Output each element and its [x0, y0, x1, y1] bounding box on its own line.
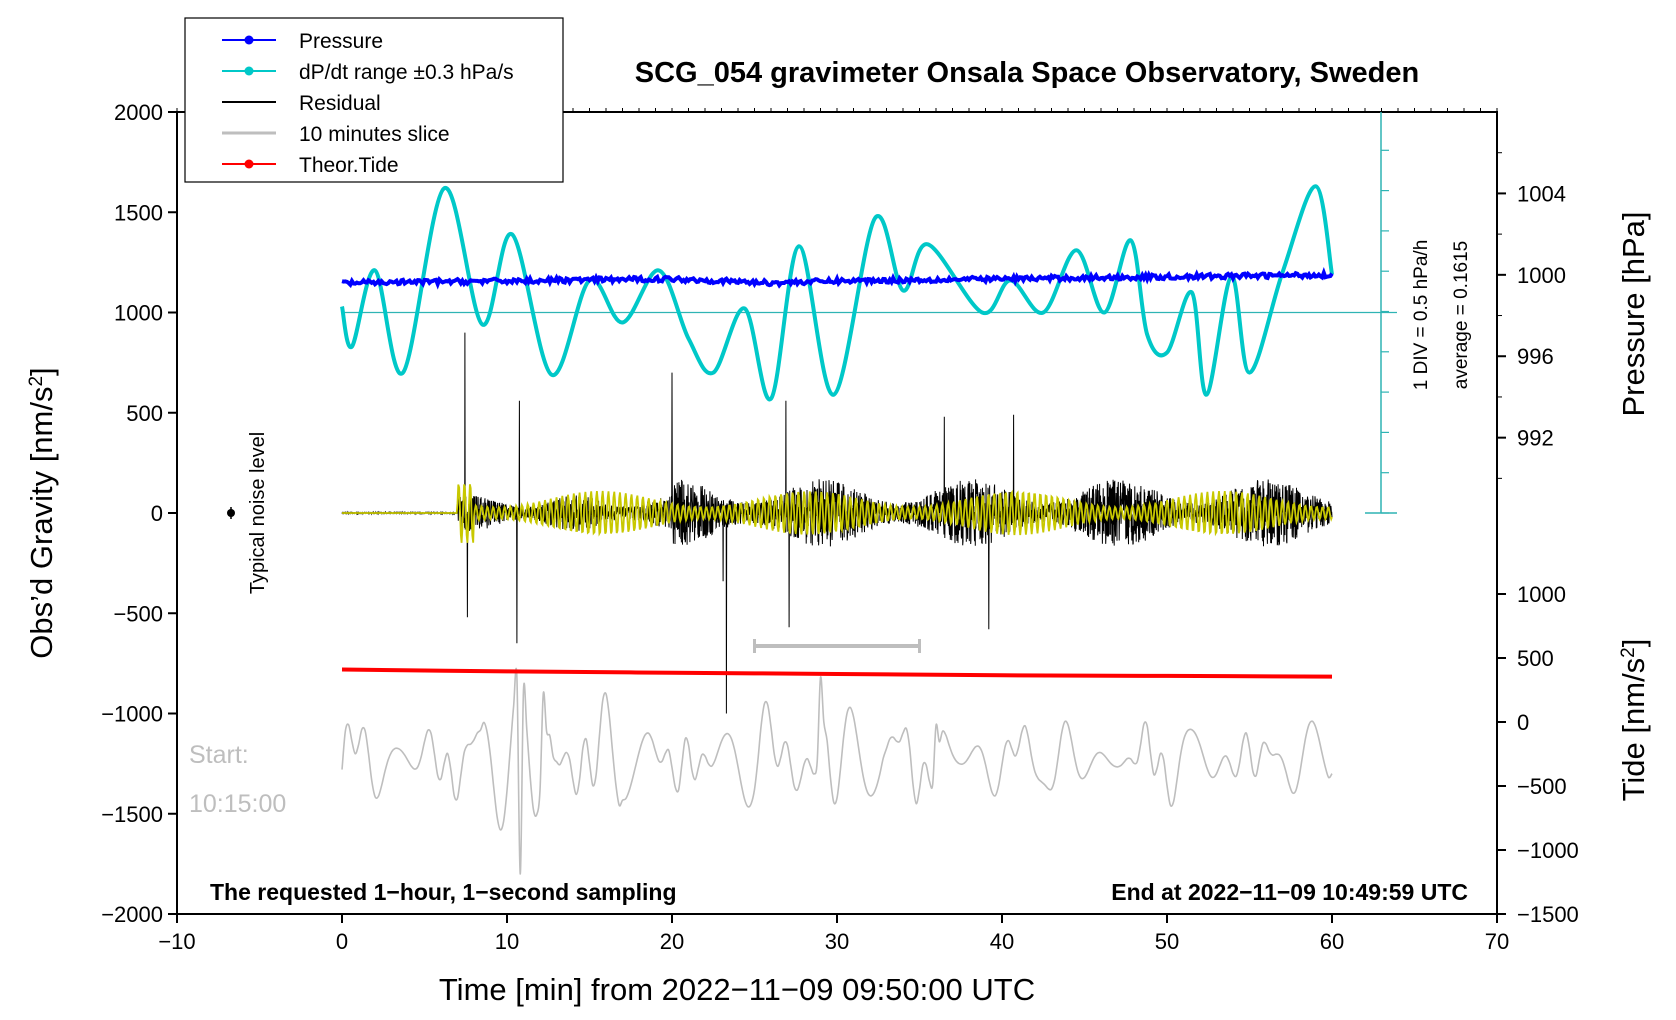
y-axis-left: 2000 1500 1000 500 0 −500 −1000 −1500 −2000	[101, 100, 177, 927]
noise-label: Typical noise level	[247, 432, 269, 594]
legend-label: Theor.Tide	[299, 154, 399, 177]
pressure-tick-label: 1004	[1517, 181, 1566, 206]
legend-label: Pressure	[299, 30, 383, 53]
y-tick-label: 0	[151, 501, 163, 526]
x-axis-label: Time [min] from 2022−11−09 09:50:00 UTC	[439, 972, 1035, 1007]
y-tick-label: 1000	[114, 301, 163, 326]
tide-tick-label: −1500	[1517, 902, 1579, 927]
chart-title: SCG_054 gravimeter Onsala Space Observat…	[635, 57, 1419, 89]
tide-tick-label: 1000	[1517, 582, 1566, 607]
series-tide	[341, 667, 1333, 679]
y-axis-label-tide-text: Tide [nm/s	[1616, 658, 1651, 802]
start-label: Start:	[189, 741, 249, 769]
tide-tick-label: −500	[1517, 774, 1567, 799]
legend-marker	[244, 35, 254, 45]
tide-tick-label: 500	[1517, 646, 1554, 671]
x-tick-label: 50	[1155, 929, 1179, 954]
x-tick-label: 20	[660, 929, 684, 954]
pressure-tick-label: 1000	[1517, 263, 1566, 288]
y-tick-label: −1000	[101, 702, 163, 727]
noise-marker	[227, 509, 235, 517]
legend-label: dP/dt range ±0.3 hPa/s	[299, 61, 514, 84]
y-tick-label: 500	[126, 401, 163, 426]
x-tick-label: 30	[825, 929, 849, 954]
y-axis-label-gravity: Obs’d Gravity [nm/s2]	[24, 367, 59, 658]
y-tick-label: −1500	[101, 802, 163, 827]
pressure-tick-label: 992	[1517, 426, 1554, 451]
tide-tick-label: −1000	[1517, 838, 1579, 863]
x-tick-label: 70	[1485, 929, 1509, 954]
series-slice	[341, 667, 1333, 875]
tide-tick-label: 0	[1517, 710, 1529, 735]
y-tick-label: 2000	[114, 100, 163, 125]
y-axis-label-tide-sup: 2	[1618, 647, 1639, 658]
x-axis: −10 0 10 20 30 40 50 60 70	[158, 108, 1509, 954]
x-tick-label: 10	[495, 929, 519, 954]
x-tick-label: 0	[336, 929, 348, 954]
y-axis-label-pressure: Pressure [hPa]	[1616, 211, 1651, 416]
x-tick-label: 40	[990, 929, 1014, 954]
y-axis-tide: 1000 500 0 −500 −1000 −1500	[1497, 582, 1579, 927]
sampling-note: The requested 1−hour, 1−second sampling	[210, 879, 677, 905]
y-axis-label-gravity-sup: 2	[26, 376, 47, 387]
y-tick-label: 1500	[114, 200, 163, 225]
y-axis-pressure: 1004 1000 996 992	[1497, 152, 1566, 479]
legend-label: Residual	[299, 92, 381, 115]
div-label: 1 DIV = 0.5 hPa/h	[1411, 240, 1432, 391]
legend-label: 10 minutes slice	[299, 123, 450, 146]
y-tick-label: −2000	[101, 902, 163, 927]
y-axis-label-tide: Tide [nm/s2]	[1616, 639, 1651, 802]
x-tick-label: −10	[158, 929, 195, 954]
series-layer	[340, 184, 1334, 875]
series-dpdt	[340, 184, 1334, 402]
legend: Pressure dP/dt range ±0.3 hPa/s Residual 10…	[222, 30, 514, 177]
average-label: average = 0.1615	[1451, 241, 1472, 389]
y-tick-label: −500	[113, 601, 163, 626]
end-time-note: End at 2022−11−09 10:49:59 UTC	[1111, 879, 1468, 905]
legend-marker	[244, 66, 254, 76]
pressure-tick-label: 996	[1517, 344, 1554, 369]
start-time: 10:15:00	[189, 790, 286, 818]
x-tick-label: 60	[1320, 929, 1344, 954]
legend-marker	[244, 159, 254, 169]
y-axis-label-gravity-close: ]	[24, 367, 59, 376]
y-axis-label-tide-close: ]	[1616, 639, 1651, 648]
series-fitted-residual	[342, 484, 1333, 543]
series-pressure	[341, 266, 1334, 290]
y-axis-label-gravity-text: Obs’d Gravity [nm/s	[24, 387, 59, 659]
legend-box	[184, 17, 564, 183]
